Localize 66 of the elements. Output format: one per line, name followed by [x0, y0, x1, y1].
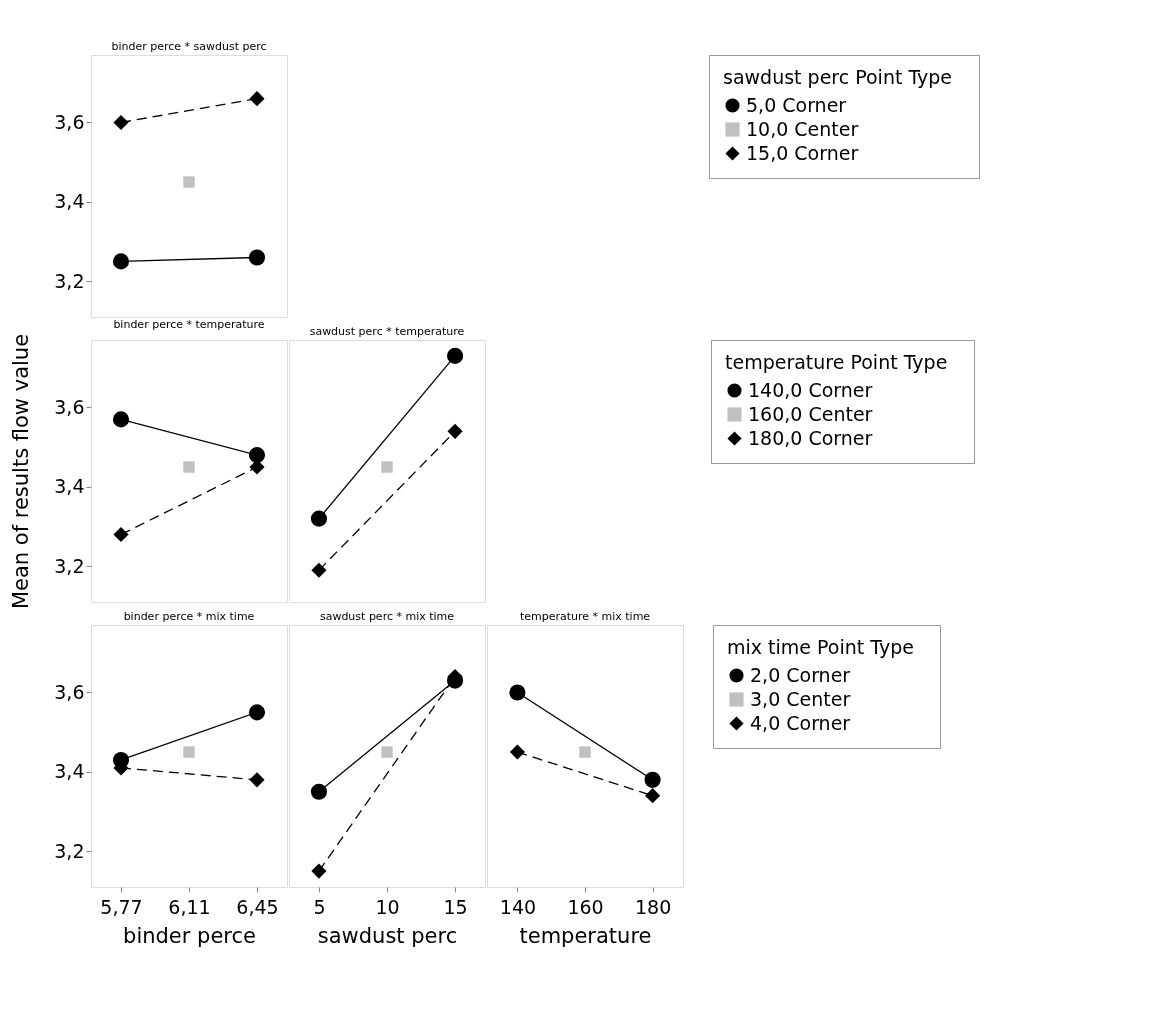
chart-title: temperature * mix time: [519, 609, 651, 623]
x-tick-label: 6,45: [236, 895, 279, 918]
y-axis-title: Mean of results flow value: [9, 333, 34, 610]
x-tick-label: 140: [499, 895, 537, 918]
chart-title: binder perce * mix time: [123, 610, 255, 623]
chart-title: binder perce * sawdust perc: [111, 39, 267, 53]
y-tick-label: 3,6: [54, 680, 85, 703]
chart-title: sawdust perc * mix time: [319, 610, 455, 623]
x-axis-title: temperature: [519, 923, 652, 948]
point: [113, 114, 129, 131]
point: [183, 461, 195, 473]
legend-label: 160,0 Center: [748, 402, 873, 425]
point: [447, 423, 463, 439]
point: [381, 461, 393, 473]
x-tick-label: 5,77: [100, 895, 143, 918]
point: [248, 249, 266, 266]
y-tick-label: 3,6: [54, 395, 85, 418]
point: [446, 672, 464, 689]
x-tick-label: 10: [375, 895, 400, 918]
x-tick-label: 5: [313, 895, 326, 918]
point: [248, 704, 266, 721]
legend-title: sawdust perc Point Type: [723, 66, 953, 88]
legend-label: 15,0 Corner: [746, 141, 859, 164]
x-axis-title: binder perce: [123, 923, 256, 948]
point: [183, 176, 195, 188]
point: [645, 788, 661, 804]
legend-label: 4,0 Corner: [750, 711, 851, 734]
point: [112, 411, 130, 428]
x-axis-title: sawdust perc: [317, 923, 458, 948]
y-tick-label: 3,4: [54, 190, 85, 213]
point: [112, 253, 130, 270]
y-tick-label: 3,2: [54, 839, 85, 862]
point: [509, 684, 526, 701]
point: [644, 771, 661, 788]
chart-title: binder perce * temperature: [113, 318, 265, 332]
legend-title: mix time Point Type: [727, 636, 914, 658]
point: [509, 744, 525, 760]
point: [183, 746, 195, 758]
point: [446, 347, 464, 364]
y-tick-label: 3,6: [54, 110, 85, 133]
point: [310, 783, 328, 800]
point: [381, 746, 393, 758]
point: [113, 526, 129, 543]
y-tick-label: 3,2: [54, 554, 85, 577]
chart-title: sawdust perc * temperature: [309, 324, 465, 338]
legend-label: 2,0 Corner: [750, 663, 851, 686]
point: [311, 562, 327, 578]
legend-label: 180,0 Corner: [748, 426, 873, 449]
legend-label: 5,0 Corner: [746, 93, 847, 116]
x-tick-label: 15: [443, 895, 468, 918]
point: [249, 772, 265, 788]
point: [310, 510, 328, 527]
legend-title: temperature Point Type: [725, 351, 948, 373]
y-tick-label: 3,4: [54, 760, 85, 783]
x-tick-label: 160: [567, 895, 604, 918]
x-tick-label: 180: [634, 895, 672, 918]
y-tick-label: 3,2: [54, 269, 85, 292]
point: [311, 863, 327, 879]
y-tick-label: 3,4: [54, 475, 85, 498]
point: [248, 447, 266, 464]
legend-label: 3,0 Center: [750, 687, 851, 710]
point: [249, 91, 265, 107]
legend-label: 140,0 Corner: [748, 378, 873, 401]
x-tick-label: 6,11: [168, 895, 211, 918]
point: [579, 746, 591, 758]
legend-label: 10,0 Center: [746, 117, 859, 140]
